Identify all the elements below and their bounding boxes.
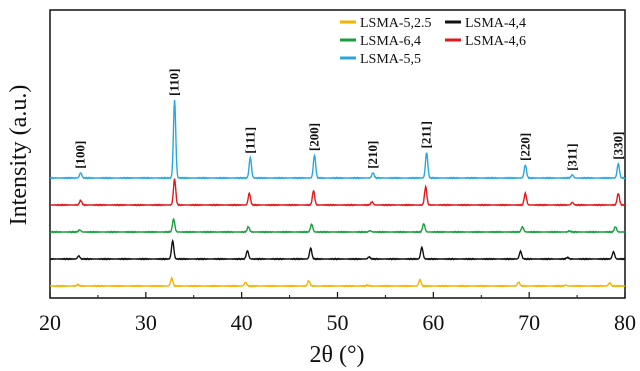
y-axis-title: Intensity (a.u.) — [6, 85, 32, 226]
legend-label: LSMA-4,4 — [465, 16, 526, 31]
x-tick-label: 60 — [422, 310, 444, 335]
peak-annotations: [100] [110] [111] [200] [210] [211] [220] [311]… — [73, 69, 626, 171]
x-tick-label: 50 — [327, 310, 349, 335]
x-tick-label: 80 — [614, 310, 636, 335]
peak-label: [330] — [610, 132, 625, 160]
legend-label: LSMA-6,4 — [360, 34, 421, 49]
x-axis-ticks: 20 30 40 50 60 70 80 — [39, 292, 636, 335]
series-line-2 — [49, 238, 626, 261]
peak-label: [100] — [73, 141, 88, 169]
x-tick-label: 40 — [231, 310, 253, 335]
x-axis-title: 2θ (°) — [309, 342, 364, 368]
peak-label: [220] — [517, 133, 532, 161]
x-tick-label: 30 — [135, 310, 157, 335]
peak-label: [211] — [419, 121, 434, 148]
legend-label: LSMA-5,5 — [360, 52, 421, 67]
series-line-1 — [49, 276, 626, 288]
legend-label: LSMA-5,2.5 — [360, 16, 432, 31]
legend-label: LSMA-4,6 — [465, 34, 526, 49]
plot-frame — [49, 9, 626, 299]
peak-label: [210] — [365, 141, 380, 169]
peak-label: [110] — [167, 69, 182, 96]
series-line-5 — [49, 99, 626, 180]
peak-label: [111] — [242, 127, 257, 154]
series-line-4 — [49, 178, 626, 207]
legend: LSMA-5,2.5 LSMA-6,4 LSMA-5,5 LSMA-4,4 LSMA-4… — [340, 16, 526, 67]
x-tick-label: 70 — [518, 310, 540, 335]
x-tick-label: 20 — [39, 310, 61, 335]
series-layer — [49, 99, 626, 288]
series-line-3 — [49, 217, 626, 234]
peak-label: [200] — [307, 123, 322, 151]
peak-label: [311] — [564, 143, 579, 170]
